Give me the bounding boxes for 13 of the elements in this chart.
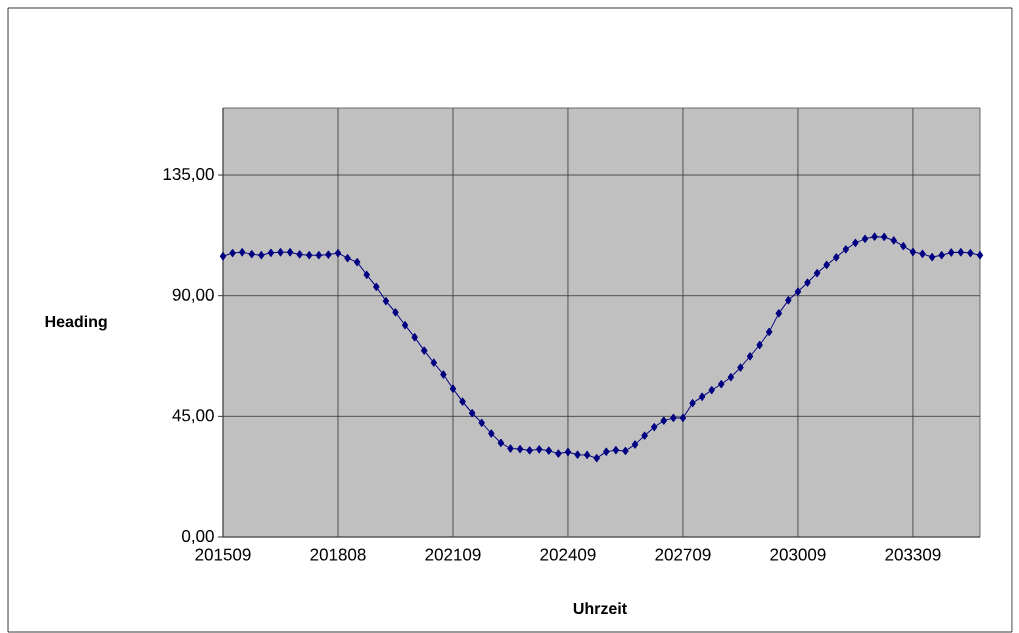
x-tick-label: 201509 bbox=[195, 548, 251, 561]
y-tick-label: 135,00 bbox=[163, 168, 214, 183]
y-tick-label: 45,00 bbox=[172, 409, 214, 424]
y-tick-label: 0,00 bbox=[182, 529, 214, 545]
x-tick-label: 201808 bbox=[310, 548, 366, 561]
y-tick-label: 90,00 bbox=[172, 288, 214, 303]
y-axis-title: Heading bbox=[45, 315, 107, 331]
x-tick-label: 202409 bbox=[540, 548, 596, 561]
x-tick-label: 202709 bbox=[655, 548, 711, 561]
x-tick-label: 203309 bbox=[885, 548, 941, 561]
x-tick-label: 202109 bbox=[425, 548, 481, 561]
x-tick-label: 203009 bbox=[770, 548, 826, 561]
x-axis-title: Uhrzeit bbox=[573, 602, 627, 615]
